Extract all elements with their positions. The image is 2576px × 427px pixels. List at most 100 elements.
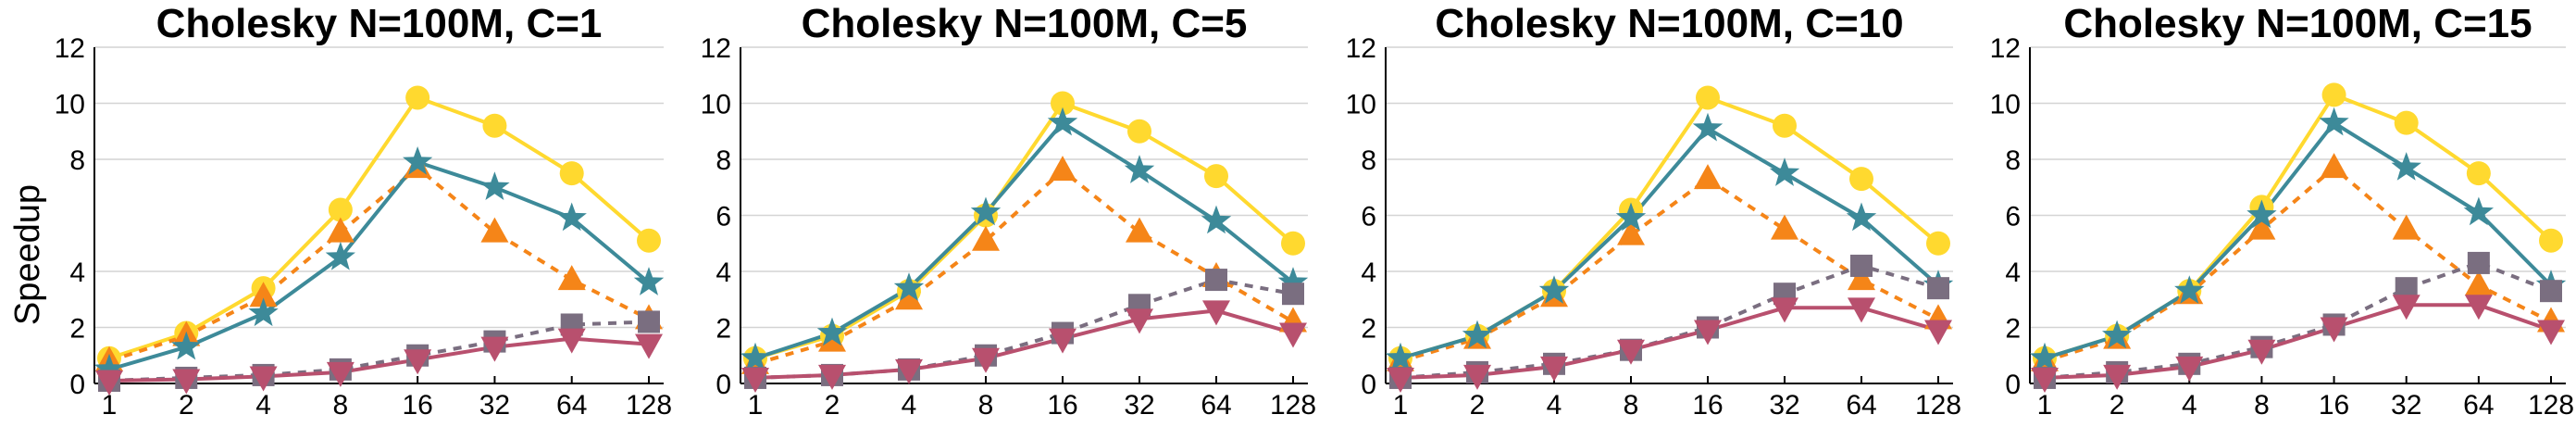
y-tick-label: 8 [2005,145,2021,176]
y-tick-label: 2 [69,314,85,345]
series-5-point [172,369,201,395]
series-3-point [1769,157,1800,186]
x-tick-label: 64 [1846,390,1876,421]
series-4-point [1282,283,1304,306]
series-3-point [479,171,510,200]
x-tick-label: 128 [626,390,672,421]
y-tick-label: 4 [69,257,85,288]
series-5-point [2175,356,2204,382]
series-3-point [1846,202,1877,232]
x-tick-label: 8 [1624,390,1639,421]
x-tick-label: 2 [2109,390,2125,421]
y-axis-label: Speedup [8,184,47,325]
chart-title: Cholesky N=100M, C=1 [156,1,603,46]
series-5-point [2247,339,2276,365]
y-tick-label: 6 [1361,202,1376,232]
x-tick-label: 16 [1047,390,1077,421]
series-line-4 [2044,260,2552,380]
y-tick-label: 12 [1990,33,2021,64]
series-5-point [404,349,432,375]
x-tick-label: 64 [1201,390,1231,421]
series-2-point [2247,214,2276,240]
series-3-point [2102,320,2133,349]
x-tick-label: 32 [1124,390,1154,421]
series-3-point [2029,342,2060,371]
series-line-5 [108,336,650,383]
series-1-point [1926,231,1950,256]
series-1-point [1281,231,1305,256]
series-5-point [1540,356,1568,382]
series-2-point [1049,156,1076,182]
series-1-point [1696,85,1720,110]
series-5-point [557,328,586,354]
y-tick-label: 8 [716,145,731,176]
series-line-5 [754,308,1294,380]
y-tick-label: 0 [2005,370,2021,400]
y-tick-label: 8 [69,145,85,176]
series-3-point [740,342,771,371]
series-4-point [638,310,660,333]
series-line-3 [1400,126,1940,360]
series-5-point [480,336,509,362]
series-3-point [1462,320,1493,349]
series-line-1 [108,95,651,360]
series-5-point [326,361,355,387]
series-1-point [2539,228,2563,253]
series-5-point [1771,297,1798,323]
series-3-point [633,267,665,295]
series-line-5 [1400,306,1939,380]
series-3-point [2319,107,2349,136]
series-3-point [2246,199,2277,229]
series-5-point [1463,364,1491,390]
series-3-point [970,196,1002,226]
x-tick-label: 1 [102,390,118,421]
series-1-point [2321,82,2346,107]
series-3-point [1047,107,1078,136]
series-3-point [1277,267,1309,295]
series-3-point [1538,275,1570,304]
y-tick-label: 10 [1346,90,1376,120]
y-tick-label: 0 [1361,370,1376,400]
y-tick-label: 0 [716,370,731,400]
series-5-point [2031,367,2059,393]
series-1-point [2394,110,2419,135]
series-3-point [1692,112,1724,142]
series-4-point [2540,280,2562,303]
series-2-point [1771,214,1798,240]
series-2-point [480,217,509,243]
series-3-point [248,297,279,327]
series-5-point [2320,317,2348,343]
series-line-2 [754,169,1295,366]
series-5-point [249,366,278,392]
series-5-point [1694,320,1722,345]
y-tick-label: 12 [701,33,731,64]
y-tick-label: 10 [701,90,731,120]
y-tick-label: 12 [55,33,85,64]
series-4-point [1927,277,1949,300]
series-line-3 [108,160,651,371]
series-1-point [1204,164,1228,189]
series-5-point [2103,364,2132,390]
series-2-point [1694,164,1722,190]
x-tick-label: 16 [2319,390,2349,421]
series-2-point [895,284,923,310]
series-1-point [1051,91,1075,116]
x-tick-label: 128 [1915,390,1961,421]
x-tick-label: 8 [333,390,349,421]
series-3-point [2174,275,2205,304]
y-tick-label: 8 [1361,145,1376,176]
series-3-point [325,241,355,270]
chart-title: Cholesky N=100M, C=15 [2063,1,2532,46]
series-5-point [1202,300,1230,326]
x-tick-label: 16 [1692,390,1723,421]
series-4-point [1205,269,1227,292]
x-tick-label: 2 [1470,390,1486,421]
series-3-point [403,146,433,175]
series-line-1 [2044,93,2553,360]
x-tick-label: 8 [978,390,994,421]
series-line-3 [754,120,1295,360]
series-line-2 [108,166,650,363]
series-2-point [2464,270,2493,296]
